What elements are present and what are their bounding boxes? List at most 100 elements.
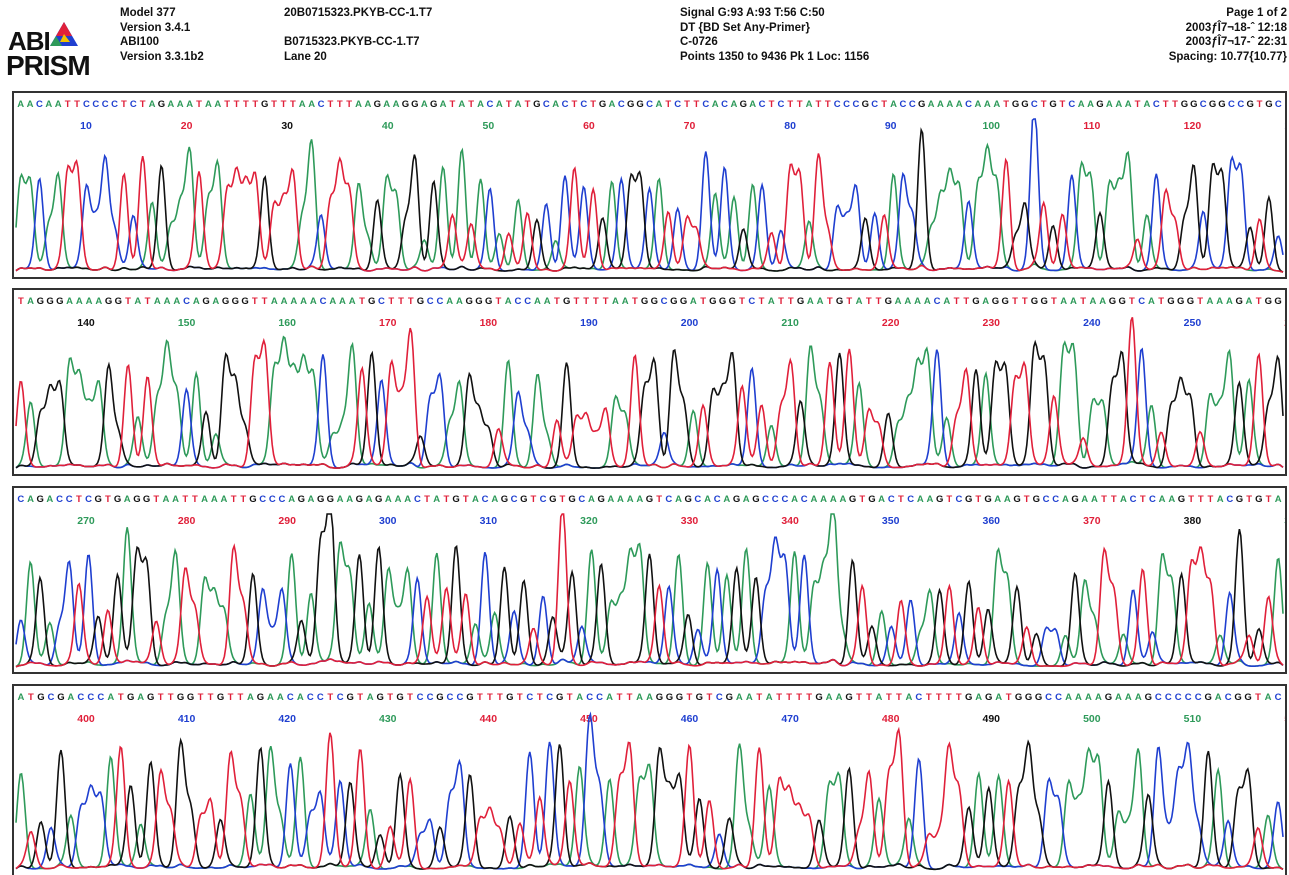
base-call: G	[202, 296, 209, 307]
base-call: A	[267, 692, 274, 703]
base-call: T	[684, 99, 690, 110]
base-call: A	[18, 692, 25, 703]
base-call: A	[27, 296, 34, 307]
base-call: C	[318, 99, 325, 110]
base-call: T	[252, 296, 258, 307]
base-call: A	[288, 494, 295, 505]
base-call: T	[896, 692, 902, 703]
base-call: T	[1140, 494, 1146, 505]
base-call: T	[706, 692, 712, 703]
base-call: C	[437, 296, 444, 307]
base-call: C	[934, 296, 941, 307]
base-call: A	[856, 296, 863, 307]
base-call: A	[820, 494, 827, 505]
base-call: C	[586, 692, 593, 703]
base-call: A	[1217, 494, 1224, 505]
base-call: A	[1159, 494, 1166, 505]
base-call: T	[1172, 99, 1178, 110]
position-tick-label: 310	[480, 515, 498, 527]
base-call: T	[231, 494, 237, 505]
base-call: A	[154, 296, 161, 307]
base-call: G	[646, 494, 653, 505]
base-call: A	[904, 296, 911, 307]
base-call: G	[676, 692, 683, 703]
position-tick-label: 420	[278, 713, 296, 725]
base-call: T	[572, 99, 578, 110]
base-call: A	[994, 494, 1001, 505]
base-call: G	[696, 692, 703, 703]
base-call: C	[1165, 692, 1172, 703]
base-call: A	[1168, 494, 1175, 505]
base-call: G	[1013, 494, 1020, 505]
base-call: T	[537, 692, 543, 703]
base-call: T	[876, 296, 882, 307]
base-call: A	[496, 99, 503, 110]
base-call: T	[18, 296, 24, 307]
base-call: T	[271, 99, 277, 110]
spacing-label: Spacing: 10.77{10.77}	[1168, 50, 1287, 63]
base-call: C	[801, 494, 808, 505]
base-call: C	[378, 296, 385, 307]
base-call: G	[1015, 692, 1022, 703]
base-call: G	[1002, 296, 1009, 307]
base-call: A	[1090, 296, 1097, 307]
base-call: T	[359, 296, 365, 307]
base-call: C	[781, 494, 788, 505]
base-call: C	[899, 99, 906, 110]
base-call: G	[985, 692, 992, 703]
date-1: 2003ƒÎ7¬18-ˆ 12:18	[1185, 21, 1287, 34]
base-call: A	[607, 494, 614, 505]
base-call: C	[414, 494, 421, 505]
base-call: C	[514, 296, 521, 307]
base-call: C	[524, 296, 531, 307]
base-call: C	[447, 692, 454, 703]
base-call: T	[281, 99, 287, 110]
base-call: T	[975, 494, 981, 505]
base-call: A	[515, 99, 522, 110]
base-call: C	[526, 692, 533, 703]
base-call: C	[562, 99, 569, 110]
base-call: A	[975, 692, 982, 703]
base-call: G	[485, 296, 492, 307]
base-call: A	[107, 692, 114, 703]
base-call: T	[1006, 692, 1012, 703]
position-tick-label: 180	[480, 317, 498, 329]
base-call: A	[1004, 494, 1011, 505]
base-call: T	[443, 494, 449, 505]
sample-name: B0715323.PKYB-CC-1.T7	[284, 36, 420, 48]
base-call: C	[320, 296, 327, 307]
base-call: A	[914, 296, 921, 307]
base-call: T	[387, 692, 393, 703]
base-call: T	[1163, 99, 1169, 110]
position-tick-label: 290	[278, 515, 296, 527]
base-call: A	[995, 692, 1002, 703]
base-call: C	[1153, 99, 1160, 110]
base-call: T	[234, 99, 240, 110]
base-call: C	[546, 692, 553, 703]
position-tick-label: 150	[178, 317, 196, 329]
base-call: G	[651, 296, 658, 307]
trace-line-C	[15, 347, 1284, 469]
position-tick-label: 260	[1284, 317, 1285, 329]
base-call: G	[475, 296, 482, 307]
base-call: G	[656, 692, 663, 703]
base-call: A	[924, 296, 931, 307]
base-call: G	[918, 99, 925, 110]
position-tick-label: 460	[681, 713, 699, 725]
base-call: T	[1198, 494, 1204, 505]
base-call: A	[1135, 692, 1142, 703]
base-call: A	[1075, 692, 1082, 703]
base-call: T	[756, 692, 762, 703]
base-call: G	[327, 494, 334, 505]
base-call: C	[111, 99, 118, 110]
base-call: A	[297, 692, 304, 703]
base-call: T	[1188, 494, 1194, 505]
base-call: A	[137, 692, 144, 703]
base-call: T	[327, 99, 333, 110]
base-call: A	[355, 99, 362, 110]
trace-line-G	[15, 513, 1284, 668]
base-call: A	[749, 99, 756, 110]
base-call: A	[766, 692, 773, 703]
